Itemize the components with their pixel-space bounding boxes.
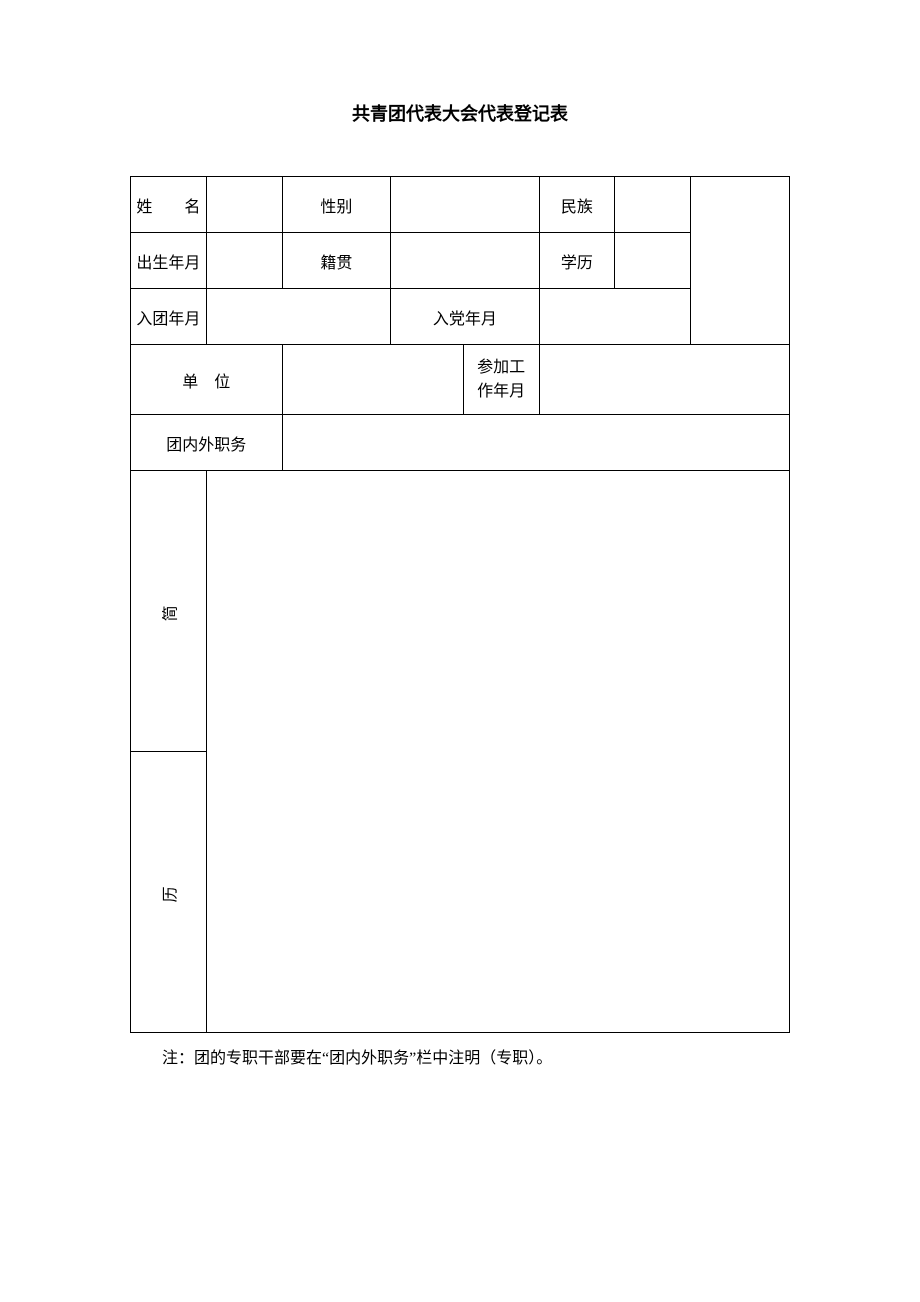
- label-resume-jian: 简: [131, 471, 207, 752]
- label-gender: 性别: [282, 177, 391, 233]
- value-name[interactable]: [206, 177, 282, 233]
- label-birth: 出生年月: [131, 233, 207, 289]
- label-join-work-line1: 参加工: [464, 356, 539, 380]
- value-ethnicity[interactable]: [615, 177, 691, 233]
- footnote: 注：团的专职干部要在“团内外职务”栏中注明（专职）。: [130, 1047, 790, 1071]
- value-birth[interactable]: [206, 233, 282, 289]
- label-join-work: 参加工 作年月: [463, 345, 539, 415]
- value-positions[interactable]: [282, 415, 789, 471]
- label-positions: 团内外职务: [131, 415, 283, 471]
- value-join-work[interactable]: [539, 345, 789, 415]
- registration-table: 姓 名 性别 民族 出生年月 籍贯 学历 入团年月 入党年月 单 位 参加工 作…: [130, 176, 790, 1033]
- label-resume-li: 历: [131, 752, 207, 1033]
- table-row: 单 位 参加工 作年月: [131, 345, 790, 415]
- value-education[interactable]: [615, 233, 691, 289]
- label-join-work-line2: 作年月: [464, 380, 539, 404]
- label-join-league: 入团年月: [131, 289, 207, 345]
- resume-char1: 简: [156, 601, 180, 622]
- photo-area[interactable]: [691, 177, 790, 345]
- value-gender[interactable]: [391, 177, 539, 233]
- label-name: 姓 名: [131, 177, 207, 233]
- value-resume[interactable]: [206, 471, 789, 1033]
- label-unit: 单 位: [131, 345, 283, 415]
- value-join-league[interactable]: [206, 289, 391, 345]
- value-join-party[interactable]: [539, 289, 691, 345]
- resume-char2: 历: [156, 882, 180, 903]
- label-ethnicity: 民族: [539, 177, 615, 233]
- label-education: 学历: [539, 233, 615, 289]
- label-native-place: 籍贯: [282, 233, 391, 289]
- value-native-place[interactable]: [391, 233, 539, 289]
- label-join-party: 入党年月: [391, 289, 539, 345]
- table-row: 团内外职务: [131, 415, 790, 471]
- form-title: 共青团代表大会代表登记表: [130, 100, 790, 126]
- table-row: 姓 名 性别 民族: [131, 177, 790, 233]
- table-row: 简: [131, 471, 790, 752]
- value-unit[interactable]: [282, 345, 463, 415]
